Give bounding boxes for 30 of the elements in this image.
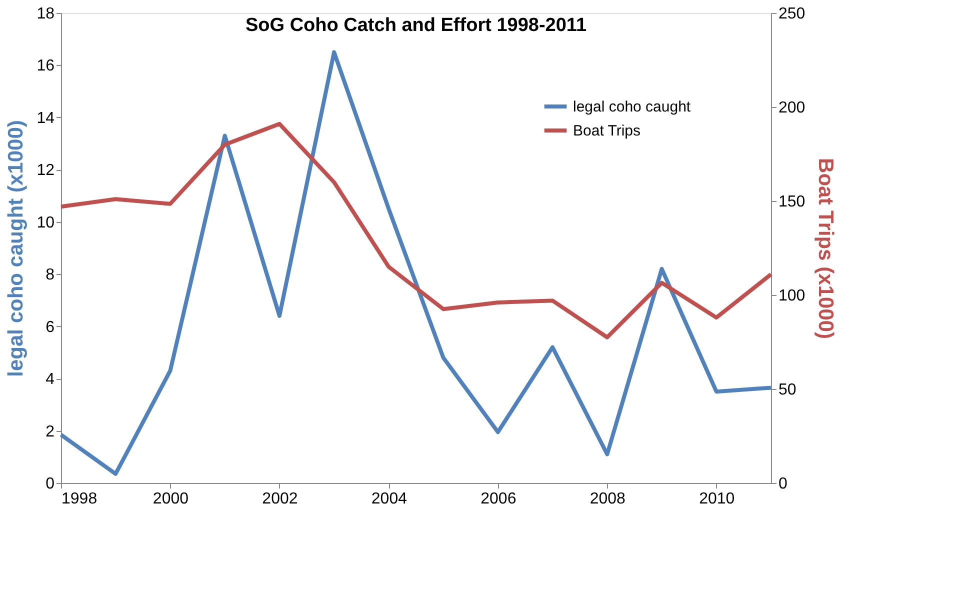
- x-tick-label: 2002: [262, 490, 298, 508]
- y-tick-label: 0: [46, 476, 55, 492]
- line-series: [59, 122, 773, 340]
- y-tick-label: 16: [36, 58, 55, 75]
- y-tick-label: 8: [46, 266, 55, 284]
- y2-tick-label: 250: [778, 6, 806, 22]
- y-tick-label: 6: [46, 318, 55, 336]
- legend-label: Boat Trips: [573, 122, 641, 140]
- y-tick-label: 14: [36, 110, 55, 127]
- legend-label: legal coho caught: [573, 98, 692, 116]
- y-axis-title: legal coho caught (x1000): [4, 120, 28, 377]
- chart-title: SoG Coho Catch and Effort 1998-2011: [245, 15, 587, 36]
- y-tick-label: 18: [36, 6, 55, 22]
- x-tick-label: 2008: [590, 490, 626, 508]
- y2-tick-label: 100: [778, 288, 806, 304]
- y-tick-label: 2: [46, 423, 55, 440]
- x-tick-label: 2000: [152, 490, 189, 508]
- y2-tick-label: 150: [778, 194, 806, 210]
- y2-tick-label: 50: [778, 382, 796, 398]
- y2-tick-label: 0: [778, 476, 788, 492]
- line-series: [59, 50, 773, 476]
- y-tick-label: 4: [46, 371, 55, 388]
- x-tick-label: 1998: [62, 490, 98, 508]
- y-tick-label: 10: [36, 214, 55, 232]
- x-tick-label: 2010: [699, 490, 735, 508]
- x-tick-label: 2006: [480, 490, 516, 508]
- x-tick-label: 2004: [371, 490, 408, 508]
- y2-axis-title: Boat Trips (x1000): [814, 158, 838, 339]
- y2-tick-label: 200: [778, 100, 806, 116]
- y-tick-label: 12: [36, 162, 55, 180]
